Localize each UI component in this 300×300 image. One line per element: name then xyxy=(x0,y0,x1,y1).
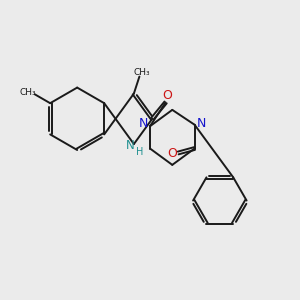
Text: N: N xyxy=(196,117,206,130)
Text: H: H xyxy=(136,147,143,158)
Text: O: O xyxy=(163,89,172,102)
Text: CH₃: CH₃ xyxy=(19,88,36,97)
Text: N: N xyxy=(139,117,148,130)
Text: O: O xyxy=(167,147,177,160)
Text: CH₃: CH₃ xyxy=(133,68,150,77)
Text: N: N xyxy=(126,139,135,152)
